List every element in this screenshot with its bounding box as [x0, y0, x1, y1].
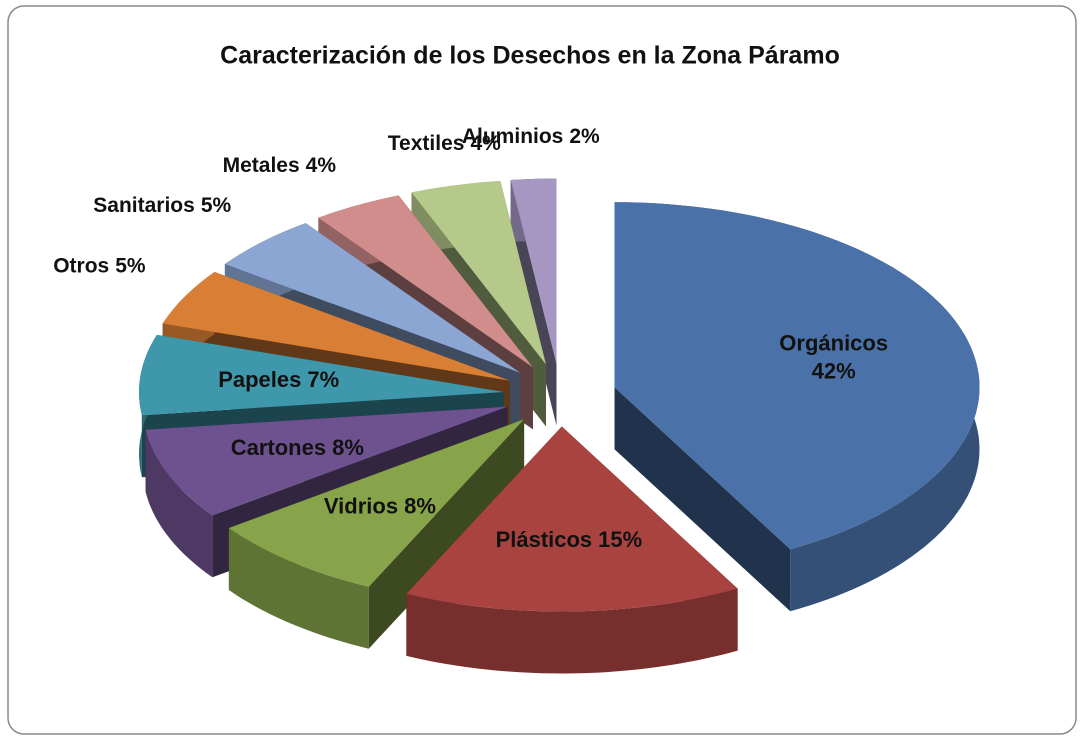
labels: Aluminios 2%Textiles 4%Metales 4%Sanitarios… — [53, 124, 888, 552]
data-label: Plásticos 15% — [496, 527, 643, 552]
category-label: Vidrios — [324, 493, 398, 518]
slice — [318, 195, 533, 368]
category-label: Orgánicos — [779, 330, 888, 355]
data-label: Metales 4% — [223, 153, 337, 176]
chart-title: Caracterización de los Desechos en la Zo… — [220, 42, 840, 70]
data-label: Cartones 8% — [231, 435, 364, 460]
value-label: 8% — [332, 435, 364, 460]
value-label: 15% — [598, 527, 642, 552]
slice — [510, 178, 557, 364]
value-label: 5% — [201, 194, 232, 217]
slice-wall — [228, 528, 369, 649]
slice — [406, 426, 738, 612]
category-label: Otros — [53, 254, 109, 277]
slice-side — [614, 387, 791, 612]
value-label: 42% — [812, 358, 856, 383]
value-label: 7% — [307, 367, 339, 392]
slice — [139, 334, 504, 416]
data-label: Aluminios 2% — [462, 124, 600, 147]
value-label: 4% — [306, 153, 337, 176]
category-label: Papeles — [218, 367, 301, 392]
value-label: 8% — [404, 493, 436, 518]
data-label: Papeles 7% — [218, 367, 339, 392]
data-label: Orgánicos 42% — [779, 330, 888, 383]
category-label: Metales — [223, 153, 300, 176]
value-label: 4% — [470, 131, 501, 154]
data-label: Sanitarios 5% — [93, 194, 231, 217]
category-label: Cartones — [231, 435, 326, 460]
value-label: 2% — [569, 124, 600, 147]
data-label: Textiles 4% — [388, 131, 501, 154]
slice — [614, 202, 980, 550]
data-label: Otros 5% — [53, 254, 146, 277]
slice — [411, 180, 546, 365]
slice-tops — [139, 178, 980, 612]
data-label: Vidrios 8% — [324, 493, 436, 518]
slice — [224, 223, 521, 373]
value-label: 5% — [115, 254, 146, 277]
category-label: Sanitarios — [93, 194, 195, 217]
slice — [145, 406, 508, 516]
category-label: Aluminios — [462, 124, 564, 147]
category-label: Textiles — [388, 131, 465, 154]
category-label: Plásticos — [496, 527, 593, 552]
slice-wall — [406, 588, 738, 674]
slice — [162, 272, 510, 381]
slice-wall — [145, 429, 213, 578]
slice — [228, 419, 525, 587]
